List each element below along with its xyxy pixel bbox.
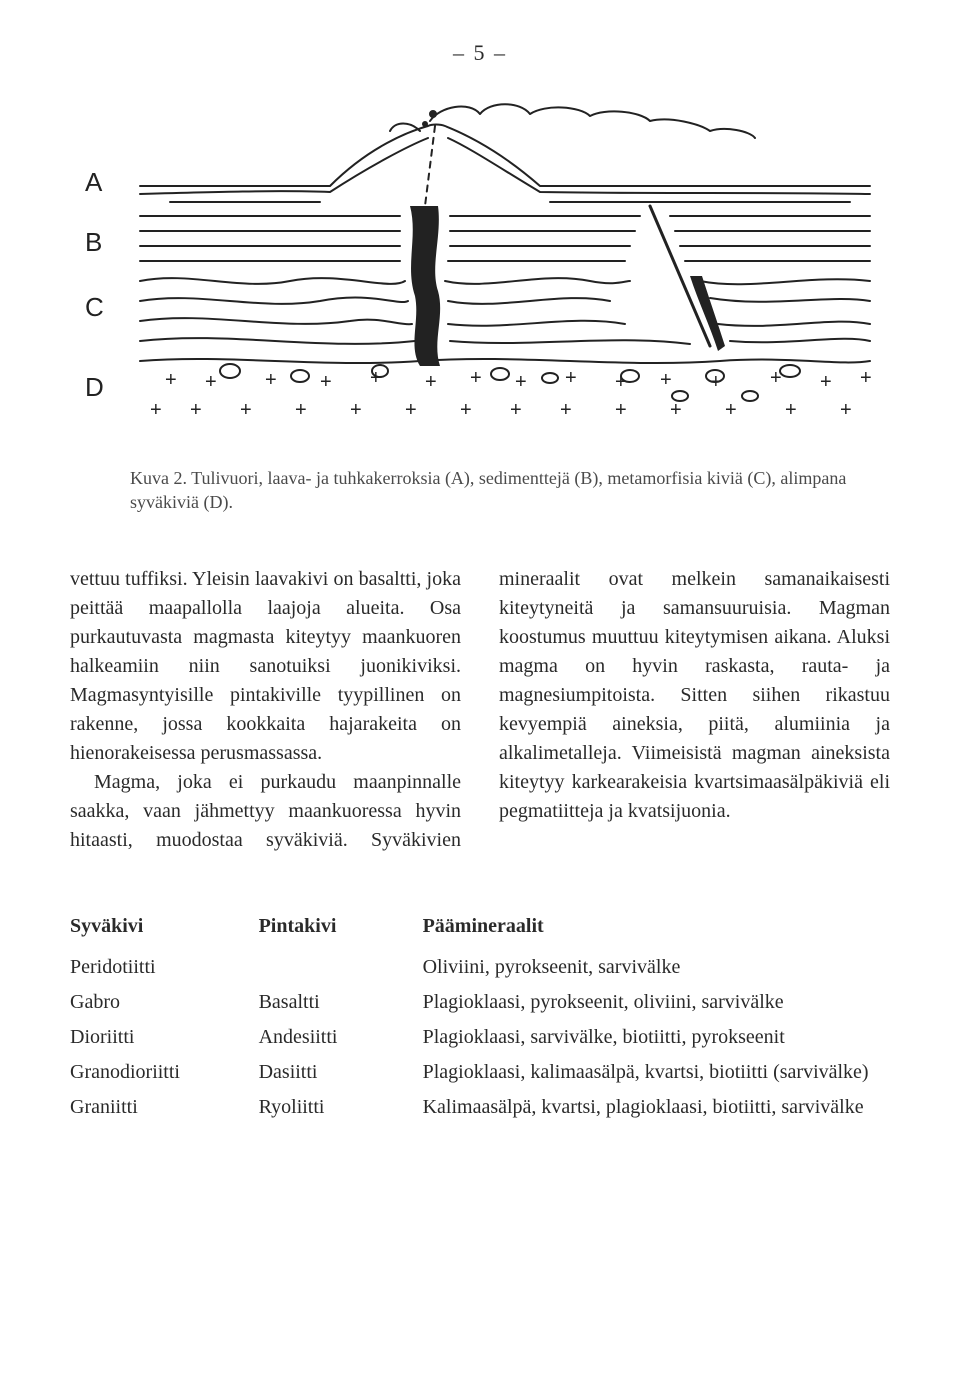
svg-text:+: +	[510, 399, 522, 421]
label-A: A	[85, 167, 103, 197]
svg-text:+: +	[840, 399, 852, 421]
table-header-row: Syväkivi Pintakivi Päämineraalit	[70, 915, 890, 952]
svg-text:+: +	[240, 399, 252, 421]
svg-text:+: +	[615, 399, 627, 421]
table-row: Peridotiitti Oliviini, pyrokseenit, sarv…	[70, 952, 890, 987]
cell: Graniitti	[70, 1092, 259, 1127]
svg-text:+: +	[785, 399, 797, 421]
cell: Dasiitti	[259, 1057, 423, 1092]
cell: Plagioklaasi, sarvivälke, biotiitti, pyr…	[423, 1022, 890, 1057]
table-row: Dioriitti Andesiitti Plagioklaasi, sarvi…	[70, 1022, 890, 1057]
page-number: – 5 –	[70, 40, 890, 66]
cell: Andesiitti	[259, 1022, 423, 1057]
paragraph-1: vettuu tuffiksi. Yleisin laavakivi on ba…	[70, 565, 461, 768]
svg-text:+: +	[725, 399, 737, 421]
svg-text:+: +	[820, 371, 832, 393]
svg-text:+: +	[165, 369, 177, 391]
svg-text:+: +	[150, 399, 162, 421]
svg-text:+: +	[470, 367, 482, 389]
cell: Kalimaasälpä, kvartsi, plagioklaasi, bio…	[423, 1092, 890, 1127]
figure-volcano-cross-section: A B C D	[70, 76, 890, 446]
cell: Dioriitti	[70, 1022, 259, 1057]
label-C: C	[85, 292, 104, 322]
rock-table: Syväkivi Pintakivi Päämineraalit Peridot…	[70, 915, 890, 1127]
svg-text:+: +	[660, 369, 672, 391]
volcano-svg: A B C D	[70, 76, 890, 446]
figure-caption: Kuva 2. Tulivuori, laava- ja tuhkakerrok…	[130, 466, 890, 515]
svg-text:+: +	[205, 371, 217, 393]
svg-text:+: +	[350, 399, 362, 421]
cell: Gabro	[70, 987, 259, 1022]
cell: Granodioriitti	[70, 1057, 259, 1092]
svg-text:+: +	[560, 399, 572, 421]
plus-field: +++ +++ +++ +++ +++ +++ +++ +++ +++ ++	[150, 367, 872, 421]
cell: Basaltti	[259, 987, 423, 1022]
svg-text:+: +	[190, 399, 202, 421]
svg-text:+: +	[460, 399, 472, 421]
svg-text:+: +	[405, 399, 417, 421]
table-row: Gabro Basaltti Plagioklaasi, pyrokseenit…	[70, 987, 890, 1022]
svg-text:+: +	[565, 367, 577, 389]
body-text: vettuu tuffiksi. Yleisin laavakivi on ba…	[70, 565, 890, 855]
cell: Oliviini, pyrokseenit, sarvivälke	[423, 952, 890, 987]
cell	[259, 952, 423, 987]
svg-text:+: +	[265, 369, 277, 391]
cell: Ryoliitti	[259, 1092, 423, 1127]
header-pintakivi: Pintakivi	[259, 915, 423, 952]
label-D: D	[85, 372, 104, 402]
page: – 5 – A B C D	[0, 0, 960, 1382]
svg-text:+: +	[320, 371, 332, 393]
svg-text:+: +	[295, 399, 307, 421]
svg-text:+: +	[515, 371, 527, 393]
label-B: B	[85, 227, 102, 257]
header-syvakivi: Syväkivi	[70, 915, 259, 952]
cell: Plagioklaasi, kalimaasälpä, kvartsi, bio…	[423, 1057, 890, 1092]
table-row: Granodioriitti Dasiitti Plagioklaasi, ka…	[70, 1057, 890, 1092]
header-paamineralit: Päämineraalit	[423, 915, 890, 952]
cell: Peridotiitti	[70, 952, 259, 987]
svg-text:+: +	[670, 399, 682, 421]
table-row: Graniitti Ryoliitti Kalimaasälpä, kvarts…	[70, 1092, 890, 1127]
svg-text:+: +	[860, 367, 872, 389]
cell: Plagioklaasi, pyrokseenit, oliviini, sar…	[423, 987, 890, 1022]
svg-text:+: +	[425, 371, 437, 393]
